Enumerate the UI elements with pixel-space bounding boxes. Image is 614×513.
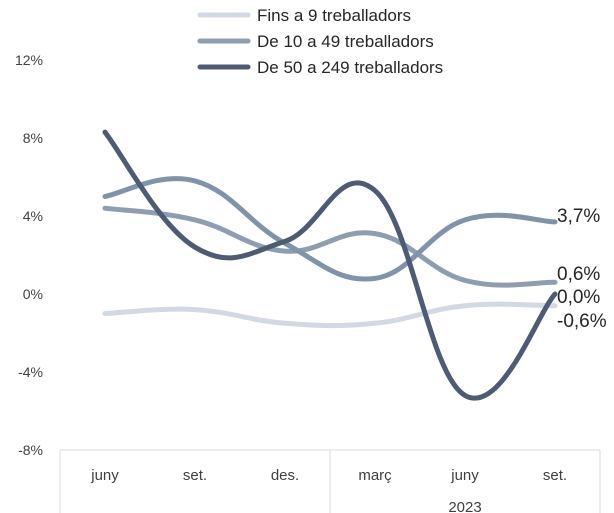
y-tick-label: 8% <box>23 130 43 146</box>
y-tick-label: -4% <box>18 364 43 380</box>
end-value-label: 3,7% <box>557 206 600 227</box>
y-tick-label: -8% <box>18 442 43 458</box>
y-axis: -8% -4% 0% 4% 8% 12% <box>15 52 43 458</box>
x-tick-label: des. <box>271 467 299 484</box>
legend-label: De 10 a 49 treballadors <box>257 32 434 51</box>
series-line <box>102 301 558 329</box>
end-value-label: 0,0% <box>557 287 600 308</box>
legend: Fins a 9 treballadors De 10 a 49 treballa… <box>197 6 443 77</box>
series-layer <box>102 129 558 401</box>
y-tick-label: 4% <box>23 208 43 224</box>
x-axis: juny set. des. març juny set. 2023 <box>59 449 601 513</box>
end-value-label: -0,6% <box>557 311 607 332</box>
x-group-label: 2023 <box>448 499 481 513</box>
x-tick-label: juny <box>90 467 119 484</box>
series-line <box>102 176 558 282</box>
series-line <box>102 205 558 288</box>
end-value-label: 0,6% <box>557 264 600 285</box>
x-tick-label: març <box>358 467 392 484</box>
x-tick-label: juny <box>450 467 479 484</box>
legend-label: Fins a 9 treballadors <box>257 6 411 25</box>
y-tick-label: 0% <box>23 286 43 302</box>
y-tick-label: 12% <box>15 52 43 68</box>
legend-label: De 50 a 249 treballadors <box>257 58 443 77</box>
x-tick-label: set. <box>543 467 567 484</box>
series-line <box>102 129 558 401</box>
x-tick-label: set. <box>183 467 207 484</box>
end-labels: 3,7% 0,6%0,0% -0,6% <box>557 206 607 332</box>
